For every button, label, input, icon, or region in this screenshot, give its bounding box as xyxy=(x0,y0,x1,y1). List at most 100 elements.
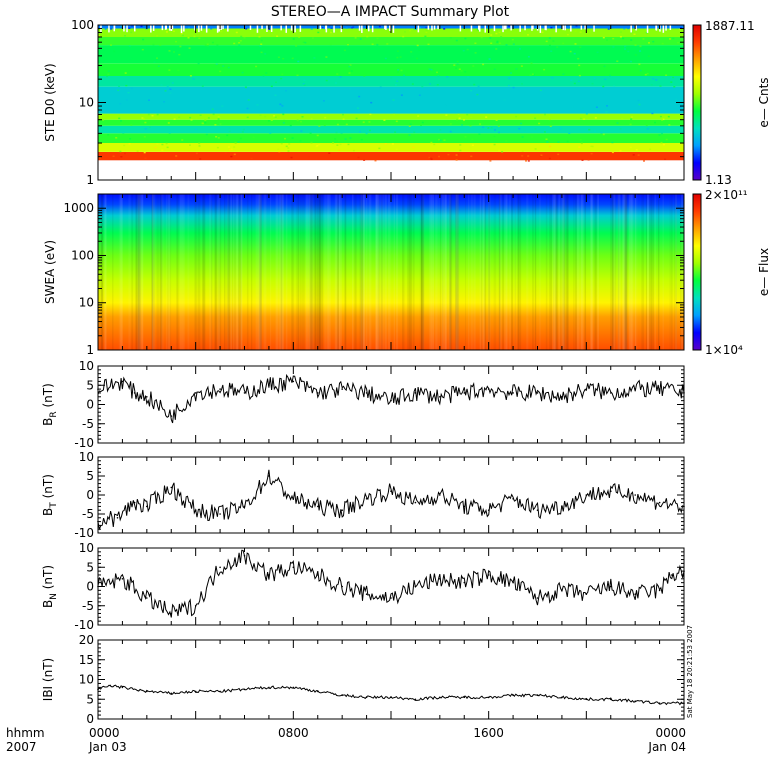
data-point xyxy=(658,388,661,390)
y-tick-label: 5 xyxy=(86,560,94,574)
data-point xyxy=(414,698,417,701)
data-point xyxy=(658,589,661,592)
data-point xyxy=(194,509,197,512)
colorbar xyxy=(692,24,702,181)
colorbar-max-label: 2×10¹¹ xyxy=(705,188,748,202)
y-tick-label: 1 xyxy=(86,343,94,357)
data-point xyxy=(414,501,417,504)
data-point xyxy=(390,399,392,402)
y-tick-label: 5 xyxy=(86,692,94,706)
y-tick-label: 1000 xyxy=(63,201,94,215)
y-axis-label: STE D0 (keV) xyxy=(43,63,57,142)
y-axis-label: BT (nT) xyxy=(41,474,59,516)
x-tick-label: 1600 xyxy=(473,726,504,740)
data-point xyxy=(194,605,197,607)
data-point xyxy=(487,388,490,390)
data-point xyxy=(341,388,344,390)
data-point xyxy=(170,612,173,615)
data-point xyxy=(634,388,636,390)
data-point xyxy=(512,392,514,394)
panel-5: -10 -5 0 5 10 BN (nT) xyxy=(41,541,685,632)
data-point xyxy=(634,700,636,702)
data-point xyxy=(219,513,221,515)
data-point xyxy=(561,396,563,398)
spectrogram-band-11 xyxy=(98,37,684,46)
colorbar-label: e— Cnts xyxy=(757,77,771,127)
data-point xyxy=(463,392,466,394)
y-tick-label: 20 xyxy=(79,633,94,647)
y-tick-label: 5 xyxy=(86,378,94,392)
colorbar-min-label: 1.13 xyxy=(705,173,732,187)
data-point xyxy=(512,498,514,500)
y-tick-label: 0 xyxy=(86,580,94,594)
y-tick-label: 5 xyxy=(86,469,94,483)
spectrogram-band-3 xyxy=(98,133,684,143)
data-point xyxy=(268,686,270,689)
data-point xyxy=(109,684,111,687)
data-point xyxy=(487,574,490,576)
panel-3: -10 -5 0 5 10 BR (nT) xyxy=(41,359,685,450)
data-point xyxy=(268,384,270,387)
data-point xyxy=(292,566,295,569)
data-point xyxy=(146,597,148,599)
data-point xyxy=(170,415,173,417)
data-point xyxy=(243,392,246,394)
data-point xyxy=(439,396,441,398)
data-point xyxy=(146,690,148,693)
y-tick-label: 10 xyxy=(79,296,94,310)
data-point xyxy=(121,380,124,383)
y-tick-label: 100 xyxy=(71,18,94,32)
data-point xyxy=(671,574,673,576)
data-point xyxy=(536,392,539,394)
y-tick-label: 10 xyxy=(79,541,94,555)
data-point xyxy=(317,574,319,576)
panel-6: 0 5 10 15 20 IBI (nT) xyxy=(41,633,685,726)
spectrogram-band-6 xyxy=(98,113,684,120)
data-point xyxy=(561,505,563,508)
data-point xyxy=(439,578,441,580)
data-point xyxy=(292,498,295,500)
data-point xyxy=(390,597,392,599)
data-point xyxy=(317,392,319,394)
data-point xyxy=(170,692,173,695)
panel-frame xyxy=(97,547,685,626)
y-tick-label: -10 xyxy=(74,618,94,632)
timestamp-label: Sat May 18 20:21:53 2007 xyxy=(686,625,694,718)
y-axis-label: SWEA (eV) xyxy=(43,240,57,304)
spectrogram-band-9 xyxy=(98,63,684,76)
panel-frame xyxy=(97,456,685,534)
data-point xyxy=(536,694,539,697)
data-point xyxy=(133,392,136,394)
data-point xyxy=(585,698,588,701)
footer-hhmm-label: hhmm xyxy=(6,726,45,740)
y-tick-label: 0 xyxy=(86,398,94,412)
x-tick-label: 0800 xyxy=(278,726,309,740)
figure-title: STEREO—A IMPACT Summary Plot xyxy=(271,4,510,20)
y-tick-label: 100 xyxy=(71,248,94,262)
field-trace xyxy=(97,373,685,424)
data-point xyxy=(414,585,417,588)
data-point xyxy=(610,698,612,701)
data-point xyxy=(585,593,588,595)
y-tick-label: -5 xyxy=(82,507,94,521)
y-axis-label: IBI (nT) xyxy=(41,658,55,701)
y-tick-label: 0 xyxy=(86,712,94,726)
panel-2: 1 10 100 1000 SWEA (eV) 2×10¹¹ 1×10⁴ e— Flux xyxy=(43,188,771,357)
data-point xyxy=(170,486,173,489)
data-point xyxy=(463,696,466,699)
data-point xyxy=(561,589,563,592)
data-point xyxy=(97,688,99,691)
data-point xyxy=(121,686,124,689)
data-point xyxy=(146,396,148,398)
data-point xyxy=(194,690,197,693)
spectrogram-band-10 xyxy=(98,45,684,64)
y-tick-label: 0 xyxy=(86,488,94,502)
data-point xyxy=(439,494,441,496)
data-point xyxy=(121,578,124,580)
y-tick-label: -5 xyxy=(82,599,94,613)
panel-1: 1 10 100 STE D0 (keV) 1887.11 1.13 e— Cnts xyxy=(43,18,771,187)
data-point xyxy=(219,388,221,390)
data-point xyxy=(365,392,368,394)
